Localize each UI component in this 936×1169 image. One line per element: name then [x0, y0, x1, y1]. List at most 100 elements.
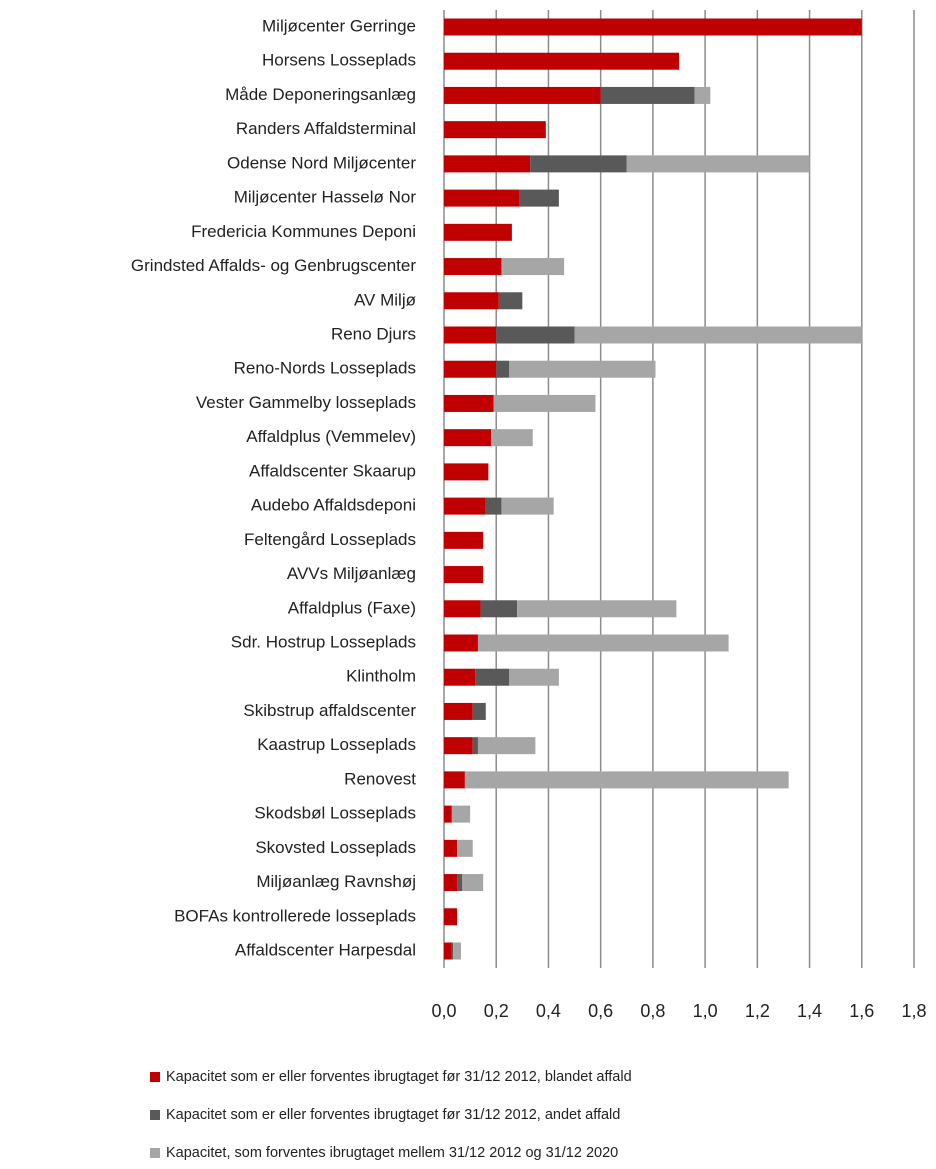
bar-segment — [480, 600, 518, 618]
y-tick-label: Odense Nord Miljøcenter — [227, 153, 416, 172]
bar-segment — [477, 634, 729, 652]
legend-label: Kapacitet som er eller forventes ibrugta… — [166, 1069, 632, 1085]
bar-segment — [451, 942, 454, 960]
y-tick-label: BOFAs kontrollerede losseplads — [174, 906, 416, 925]
bar-segment — [501, 258, 565, 276]
bar-segment — [444, 18, 862, 36]
y-tick-label: Måde Deponeringsanlæg — [225, 85, 416, 104]
bar-segment — [509, 360, 656, 378]
y-tick-label: Skodsbøl Losseplads — [254, 804, 416, 823]
bar-segment — [517, 600, 677, 618]
bar-segment — [496, 360, 510, 378]
y-tick-label: Horsens Losseplads — [262, 51, 416, 70]
y-tick-label: Sdr. Hostrup Losseplads — [231, 632, 416, 651]
x-tick-label: 0,2 — [484, 1001, 509, 1021]
x-tick-label: 1,2 — [745, 1001, 770, 1021]
bar-segment — [444, 326, 497, 344]
bar-segment — [444, 737, 473, 755]
bar-segment — [444, 634, 478, 652]
x-tick-label: 1,4 — [797, 1001, 822, 1021]
y-tick-label: Miljøanlæg Ravnshøj — [256, 872, 416, 891]
y-tick-label: Miljøcenter Hasselø Nor — [234, 188, 417, 207]
y-tick-label: Renovest — [344, 769, 416, 788]
bar-segment — [509, 668, 559, 686]
y-tick-label: Feltengård Losseplads — [244, 530, 416, 549]
bar-segment — [444, 223, 512, 241]
bar-segment — [457, 874, 463, 892]
bar-segment — [453, 942, 461, 960]
bar-segment — [496, 326, 575, 344]
y-tick-label: Skibstrup affaldscenter — [243, 701, 416, 720]
y-tick-label: Grindsted Affalds- og Genbrugscenter — [131, 256, 416, 275]
bar-segment — [444, 874, 458, 892]
bar-segment — [444, 394, 494, 412]
y-tick-label: Affaldscenter Skaarup — [249, 461, 416, 480]
bar-segment — [444, 463, 489, 481]
y-tick-label: Reno-Nords Losseplads — [234, 359, 416, 378]
bar-segment — [444, 600, 481, 618]
bar-segment — [574, 326, 862, 344]
bar-segment — [444, 52, 679, 70]
bar-segment — [694, 86, 711, 104]
x-tick-label: 1,0 — [693, 1001, 718, 1021]
legend-swatch — [150, 1148, 160, 1158]
bar-segment — [472, 702, 486, 720]
bar-segment — [444, 942, 452, 960]
bar-segment — [530, 155, 627, 173]
bar-segment — [444, 86, 601, 104]
bar-segment — [444, 121, 546, 139]
bar-segment — [464, 771, 789, 789]
x-tick-label: 0,8 — [640, 1001, 665, 1021]
legend-label: Kapacitet som er eller forventes ibrugta… — [166, 1107, 620, 1123]
y-tick-label: Vester Gammelby losseplads — [196, 393, 416, 412]
x-tick-label: 0,0 — [431, 1001, 456, 1021]
bar-segment — [501, 497, 554, 515]
y-tick-label: Affaldplus (Faxe) — [288, 598, 416, 617]
bar-segment — [444, 497, 486, 515]
bar-segment — [472, 737, 478, 755]
bar-segment — [491, 429, 533, 447]
bar-segment — [485, 497, 502, 515]
x-tick-label: 0,6 — [588, 1001, 613, 1021]
bar-segment — [451, 805, 471, 823]
x-tick-label: 1,6 — [849, 1001, 874, 1021]
bar-segment — [444, 668, 476, 686]
bar-segment — [493, 394, 596, 412]
x-tick-label: 0,4 — [536, 1001, 561, 1021]
bar-segment — [498, 292, 523, 310]
bar-segment — [626, 155, 810, 173]
y-tick-label: Kaastrup Losseplads — [257, 735, 416, 754]
bar-segment — [444, 531, 484, 549]
legend-label: Kapacitet, som forventes ibrugtaget mell… — [166, 1145, 618, 1161]
x-tick-label: 1,8 — [901, 1001, 926, 1021]
bar-segment — [600, 86, 695, 104]
bar-segment — [444, 908, 458, 926]
y-tick-label: Miljøcenter Gerringe — [262, 16, 416, 35]
bar-segment — [444, 292, 499, 310]
bar-segment — [457, 839, 473, 857]
y-tick-label: Skovsted Losseplads — [255, 838, 416, 857]
bar-segment — [444, 805, 452, 823]
y-tick-label: AVVs Miljøanlæg — [287, 564, 416, 583]
bar-segment — [444, 360, 497, 378]
bar-segment — [462, 874, 484, 892]
bar-segment — [477, 737, 536, 755]
bar-segment — [444, 566, 484, 584]
legend-swatch — [150, 1110, 160, 1120]
legend-swatch — [150, 1072, 160, 1082]
bar-segment — [444, 429, 491, 447]
y-tick-label: Randers Affaldsterminal — [236, 119, 416, 138]
y-tick-label: Fredericia Kommunes Deponi — [191, 222, 416, 241]
y-tick-label: Klintholm — [346, 667, 416, 686]
bar-segment — [444, 155, 531, 173]
bar-segment — [444, 189, 520, 207]
y-tick-label: Affaldplus (Vemmelev) — [246, 427, 416, 446]
y-tick-label: Reno Djurs — [331, 324, 416, 343]
y-tick-label: Audebo Affaldsdeponi — [251, 496, 416, 515]
y-tick-label: AV Miljø — [354, 290, 416, 309]
bar-segment — [519, 189, 559, 207]
bar-segment — [475, 668, 510, 686]
bar-segment — [444, 258, 502, 276]
bar-segment — [444, 771, 465, 789]
